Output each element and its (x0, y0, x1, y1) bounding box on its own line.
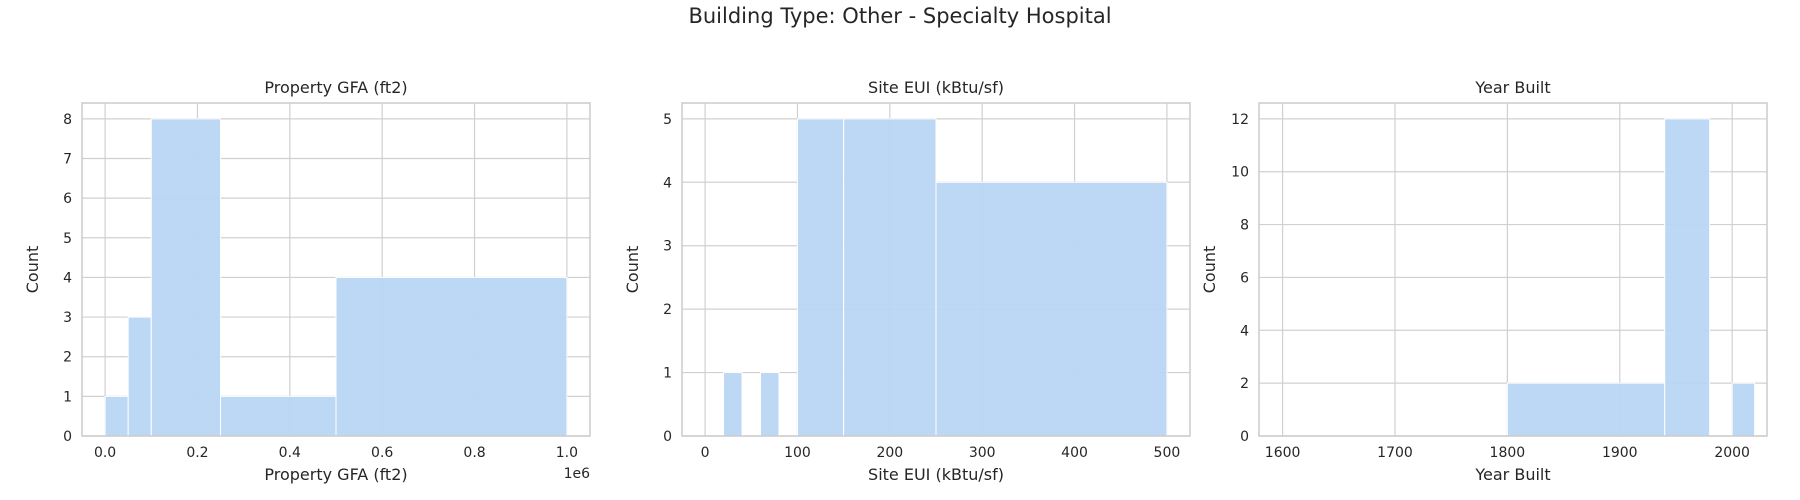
y-tick-label: 1 (663, 366, 672, 382)
chart-panel-2: 0 100 200 300 400 500 0 1 2 3 4 5 Site EUI (kBtu/sf)… (623, 78, 1191, 484)
y-tick-label: 8 (1240, 218, 1249, 234)
histogram-bar (723, 372, 743, 437)
chart-title: Year Built (1474, 78, 1550, 97)
histogram-bar (220, 395, 337, 437)
histogram-bar (796, 118, 845, 437)
chart-panel-3: 1600 1700 1800 1900 2000 0 2 4 6 8 10 12 Year Built Y… (1200, 78, 1768, 484)
axes-frame (1258, 102, 1768, 437)
x-tick-label: 2000 (1714, 445, 1750, 461)
x-tick-label: 1600 (1265, 445, 1301, 461)
y-tick-label: 5 (663, 112, 672, 128)
x-tick-label: 500 (1154, 445, 1181, 461)
y-tick-label: 12 (1231, 112, 1249, 128)
y-axis-label: Count (23, 246, 42, 294)
x-tick-label: 1.0 (556, 445, 578, 461)
y-tick-label: 4 (663, 175, 672, 191)
histogram-bar (1506, 382, 1666, 437)
y-tick-label: 0 (663, 429, 672, 445)
x-tick-label: 0 (701, 445, 710, 461)
x-tick-label: 0.6 (371, 445, 393, 461)
axis-offset-text: 1e6 (564, 466, 591, 482)
x-tick-label: 0.4 (279, 445, 301, 461)
y-tick-label: 2 (663, 302, 672, 318)
x-tick-label: 0.0 (94, 445, 116, 461)
x-tick-label: 100 (784, 445, 811, 461)
x-tick-label: 300 (969, 445, 996, 461)
y-tick-label: 8 (63, 112, 72, 128)
histogram-bar (104, 395, 129, 437)
x-tick-label: 0.8 (463, 445, 485, 461)
chart-panel-1: 0.0 0.2 0.4 0.6 0.8 1.0 0 1 2 3 4 5 6 7 8 Property GFA … (23, 78, 591, 484)
y-tick-label: 6 (63, 191, 72, 207)
y-tick-label: 1 (63, 389, 72, 405)
y-tick-label: 3 (663, 239, 672, 255)
x-tick-label: 0.2 (186, 445, 208, 461)
y-tick-label: 0 (1240, 429, 1249, 445)
y-tick-label: 5 (63, 231, 72, 247)
y-tick-label: 4 (63, 270, 72, 286)
figure-title: Building Type: Other - Specialty Hospita… (688, 4, 1112, 28)
x-tick-label: 1700 (1377, 445, 1413, 461)
histogram-bar (843, 118, 937, 437)
histogram-bar (127, 316, 152, 437)
y-tick-label: 2 (1240, 376, 1249, 392)
histogram-bar (1664, 118, 1711, 437)
x-axis-label: Year Built (1474, 465, 1550, 484)
x-axis-label: Property GFA (ft2) (264, 465, 407, 484)
y-tick-label: 4 (1240, 323, 1249, 339)
histogram-bar (935, 181, 1168, 437)
histogram-bar (335, 276, 568, 437)
y-tick-label: 7 (63, 152, 72, 168)
y-tick-label: 10 (1231, 165, 1249, 181)
y-axis-label: Count (1200, 246, 1219, 294)
histogram-bar (1731, 382, 1756, 437)
y-tick-label: 6 (1240, 270, 1249, 286)
x-tick-label: 1900 (1602, 445, 1638, 461)
y-axis-label: Count (623, 246, 642, 294)
x-tick-label: 200 (876, 445, 903, 461)
y-tick-label: 2 (63, 350, 72, 366)
histogram-bar (150, 118, 222, 437)
x-tick-label: 1800 (1490, 445, 1526, 461)
axes-frame (681, 102, 1191, 437)
histogram-bar (760, 372, 780, 437)
axes-frame (81, 102, 591, 437)
y-tick-label: 0 (63, 429, 72, 445)
y-tick-label: 3 (63, 310, 72, 326)
chart-title: Property GFA (ft2) (264, 78, 407, 97)
x-axis-label: Site EUI (kBtu/sf) (868, 465, 1004, 484)
x-tick-label: 400 (1061, 445, 1088, 461)
chart-title: Site EUI (kBtu/sf) (868, 78, 1004, 97)
